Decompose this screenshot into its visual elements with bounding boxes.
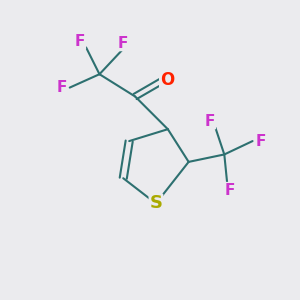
Text: F: F <box>205 114 215 129</box>
Text: F: F <box>56 80 67 95</box>
Text: F: F <box>118 35 128 50</box>
Text: O: O <box>160 71 174 89</box>
Text: F: F <box>225 183 236 198</box>
Text: F: F <box>75 34 85 49</box>
Text: F: F <box>256 134 266 148</box>
Text: S: S <box>149 194 162 212</box>
